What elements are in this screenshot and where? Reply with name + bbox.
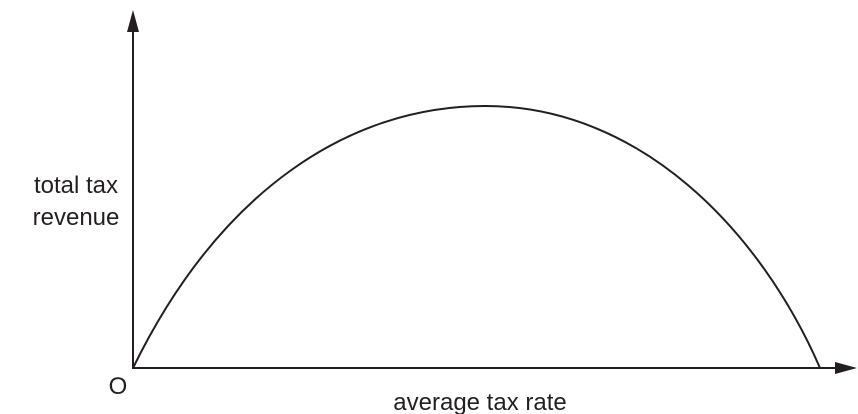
x-axis-arrow xyxy=(835,362,857,374)
y-axis-label: total tax xyxy=(34,172,118,199)
y-axis-arrow xyxy=(127,10,139,32)
laffer-curve xyxy=(132,104,821,369)
x-axis-label: average tax rate xyxy=(393,389,566,414)
y-axis-label: revenue xyxy=(33,204,120,231)
origin-label: O xyxy=(109,373,128,400)
